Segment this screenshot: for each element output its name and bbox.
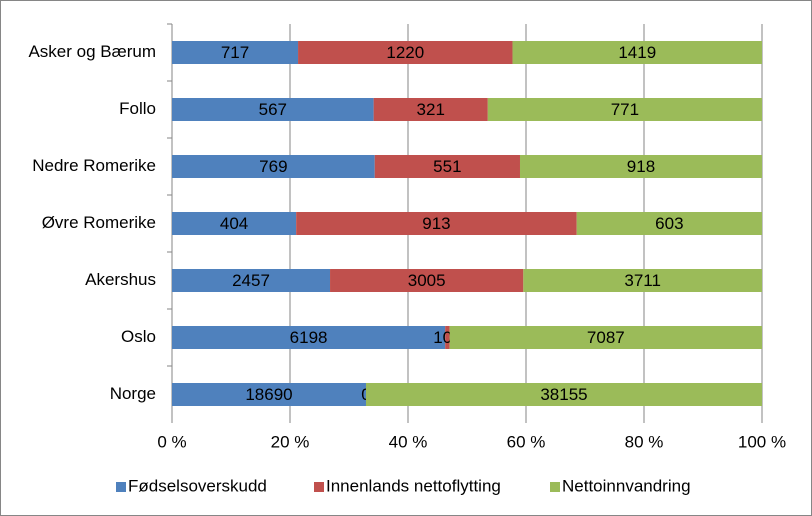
y-tick-label: Akershus bbox=[85, 270, 156, 289]
legend-swatch bbox=[314, 482, 324, 492]
bar-segment bbox=[298, 41, 513, 64]
data-label: 7087 bbox=[587, 328, 625, 347]
bar-segment bbox=[519, 155, 762, 178]
legend-label: Innenlands nettoflytting bbox=[326, 476, 501, 495]
bar-segment bbox=[374, 155, 520, 178]
data-label: 6198 bbox=[290, 328, 328, 347]
x-tick-label: 100 % bbox=[738, 432, 786, 451]
data-label: 3005 bbox=[408, 271, 446, 290]
data-label: 551 bbox=[433, 157, 461, 176]
bar-segment bbox=[445, 326, 450, 349]
bar-segment bbox=[373, 98, 488, 121]
data-label: 1220 bbox=[386, 43, 424, 62]
data-label: 603 bbox=[655, 214, 683, 233]
y-tick-label: Nedre Romerike bbox=[32, 156, 156, 175]
bar-segment bbox=[172, 41, 299, 64]
data-label: 38155 bbox=[540, 385, 587, 404]
bar-segment bbox=[512, 41, 762, 64]
bar-segment bbox=[296, 212, 577, 235]
bar-segment bbox=[487, 98, 762, 121]
data-label: 918 bbox=[627, 157, 655, 176]
legend-swatch bbox=[116, 482, 126, 492]
data-label: 404 bbox=[220, 214, 248, 233]
y-tick-label: Oslo bbox=[121, 327, 156, 346]
bar-segment bbox=[523, 269, 762, 292]
bar-segment bbox=[576, 212, 762, 235]
y-tick-label: Follo bbox=[119, 99, 156, 118]
legend-label: Nettoinnvandring bbox=[562, 476, 691, 495]
data-label: 567 bbox=[259, 100, 287, 119]
data-label: 771 bbox=[611, 100, 639, 119]
data-label: 717 bbox=[221, 43, 249, 62]
x-tick-label: 60 % bbox=[507, 432, 546, 451]
x-tick-label: 0 % bbox=[157, 432, 186, 451]
data-label: 1419 bbox=[618, 43, 656, 62]
data-label: 2457 bbox=[232, 271, 270, 290]
bar-segment bbox=[365, 383, 762, 406]
x-tick-label: 80 % bbox=[625, 432, 664, 451]
data-label: 18690 bbox=[245, 385, 292, 404]
legend-swatch bbox=[550, 482, 560, 492]
data-label: 769 bbox=[259, 157, 287, 176]
bar-segment bbox=[172, 155, 375, 178]
bar-segment bbox=[449, 326, 762, 349]
legend-label: Fødselsoverskudd bbox=[128, 476, 267, 495]
y-tick-label: Øvre Romerike bbox=[42, 213, 156, 232]
x-tick-label: 40 % bbox=[389, 432, 428, 451]
bar-segment bbox=[172, 383, 366, 406]
data-label: 321 bbox=[417, 100, 445, 119]
x-tick-label: 20 % bbox=[271, 432, 310, 451]
y-tick-label: Norge bbox=[110, 384, 156, 403]
bar-segment bbox=[172, 326, 446, 349]
data-label: 913 bbox=[422, 214, 450, 233]
bar-segment bbox=[172, 212, 297, 235]
bar-segment bbox=[330, 269, 524, 292]
bar-segment bbox=[172, 98, 374, 121]
y-tick-label: Asker og Bærum bbox=[28, 42, 156, 61]
bar-segment bbox=[172, 269, 331, 292]
data-label: 3711 bbox=[624, 271, 661, 290]
